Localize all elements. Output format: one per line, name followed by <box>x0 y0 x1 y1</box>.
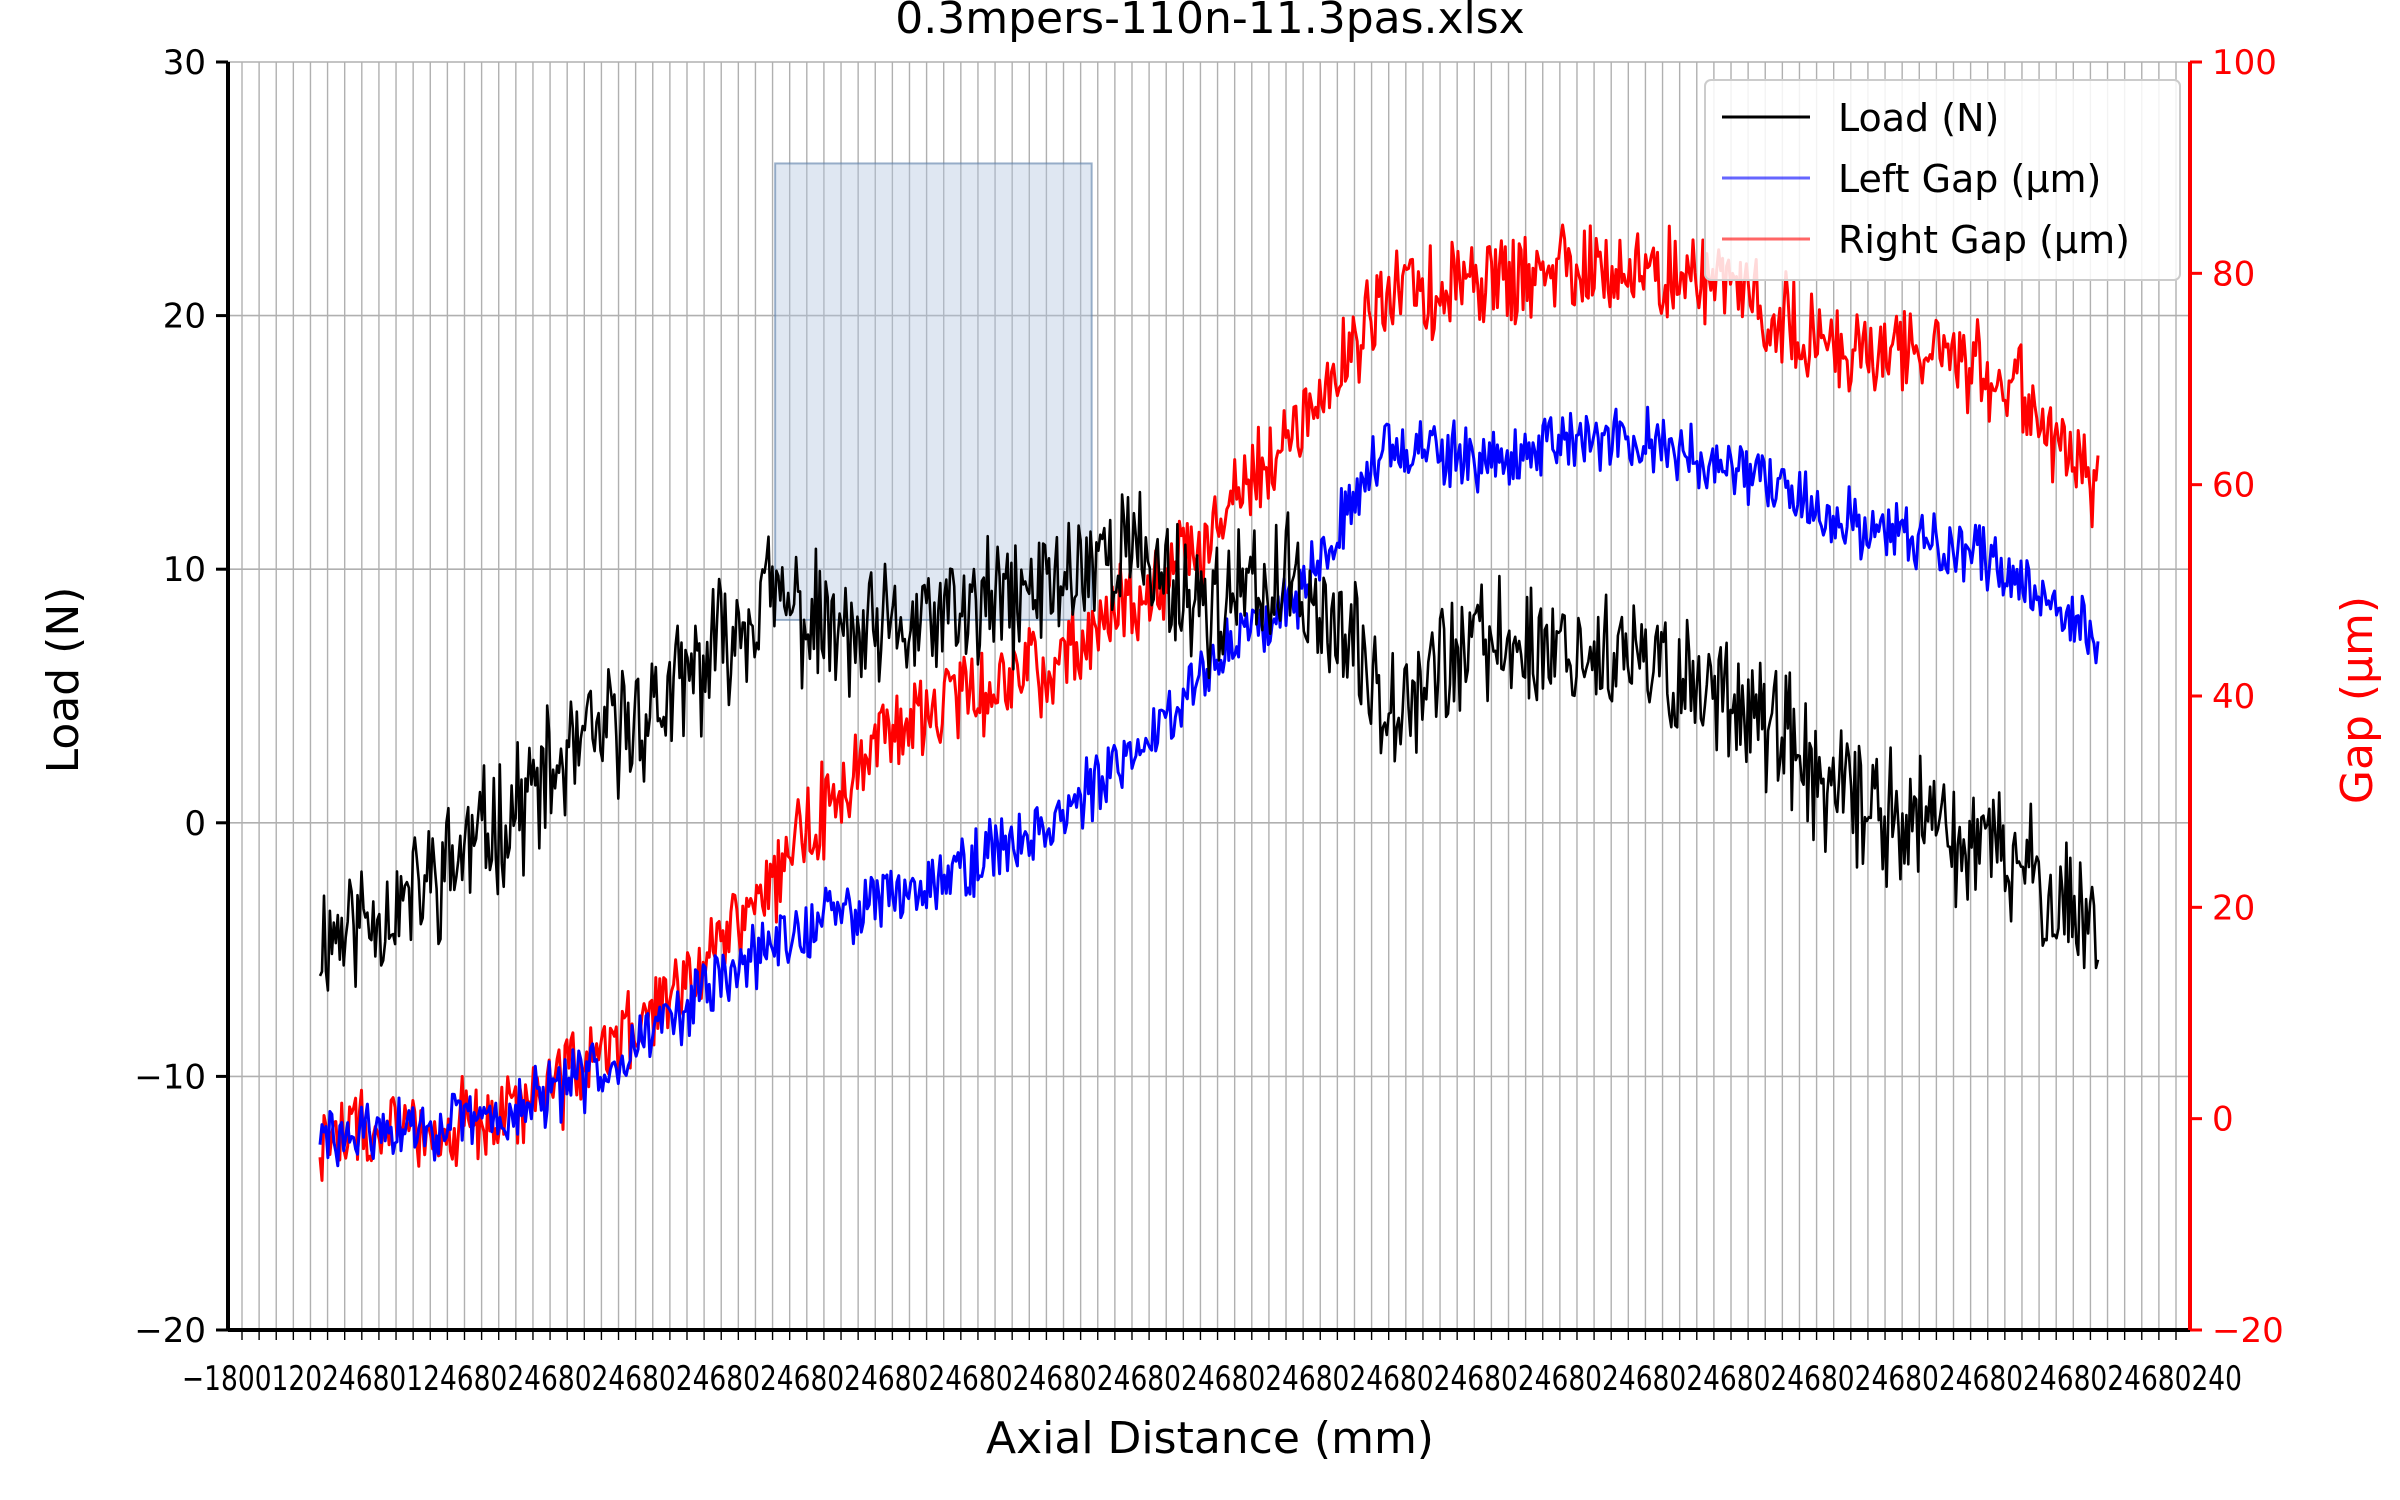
legend-right-gap-label: Right Gap (µm) <box>1838 218 2130 262</box>
left-y-tick-label: 30 <box>163 43 206 83</box>
x-axis-label: Axial Distance (mm) <box>986 1413 1434 1464</box>
right-y-tick-label: 20 <box>2212 888 2255 928</box>
legend-left-gap-label: Left Gap (µm) <box>1838 157 2101 201</box>
left-y-tick-label: 20 <box>163 297 206 337</box>
right-y-tick-label: 60 <box>2212 466 2255 506</box>
series-line-0 <box>318 490 2100 992</box>
x-tick-labels: −180012024680124680246802468024680246802… <box>182 1359 2242 1399</box>
chart-title: 0.3mpers-110n-11.3pas.xlsx <box>895 0 1524 44</box>
left-y-tick-label: 0 <box>184 804 206 844</box>
right-y-tick-label: −20 <box>2212 1311 2284 1351</box>
legend: Load (N) Left Gap (µm) Right Gap (µm) <box>1704 79 2181 281</box>
series-line-2 <box>318 223 2100 1182</box>
left-y-tick-label: −20 <box>134 1311 206 1351</box>
left-y-axis-label: Load (N) <box>38 587 89 774</box>
left-y-tick-label: 10 <box>163 550 206 590</box>
series-lines <box>318 223 2100 1182</box>
series-line-1 <box>318 405 2100 1168</box>
right-y-tick-label: 0 <box>2212 1100 2234 1140</box>
left-y-tick-label: −10 <box>134 1057 206 1097</box>
right-y-tick-label: 80 <box>2212 254 2255 294</box>
right-y-axis-label: Gap (µm) <box>2332 596 2383 804</box>
legend-box <box>1704 79 2181 281</box>
right-y-tick-label: 100 <box>2212 43 2277 83</box>
right-y-tick-label: 40 <box>2212 677 2255 717</box>
axes: −20 −10 0 10 20 30 −20 0 20 40 60 80 100 <box>134 43 2284 1351</box>
legend-load-label: Load (N) <box>1838 96 1999 140</box>
